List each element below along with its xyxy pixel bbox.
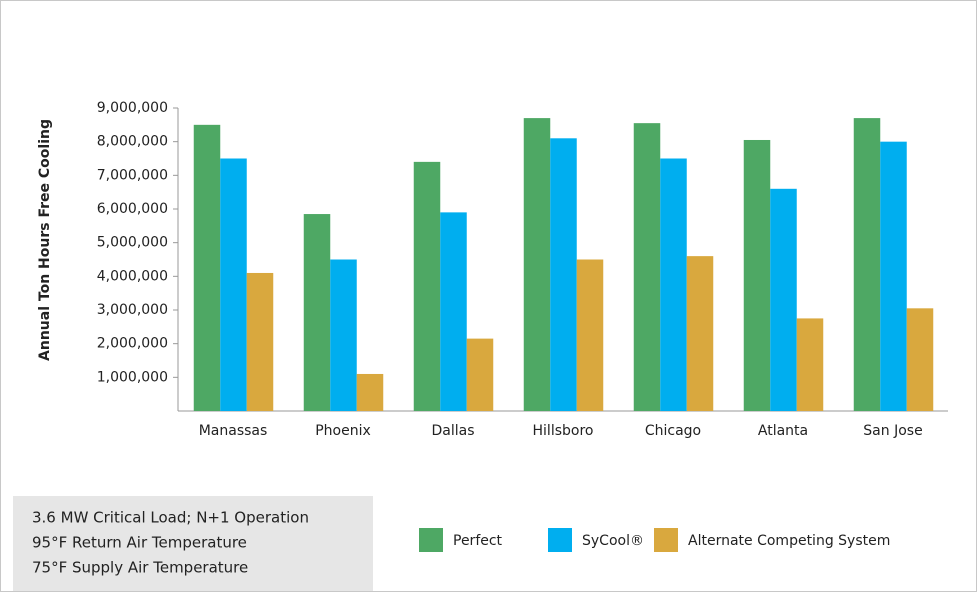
bar	[770, 188, 797, 411]
legend-label: SyCool®	[582, 533, 644, 549]
y-tick-label: 8,000,000	[97, 134, 168, 150]
bar	[880, 141, 907, 411]
x-tick-label: Phoenix	[315, 423, 371, 439]
bar	[440, 212, 467, 411]
y-tick-label: 1,000,000	[97, 369, 168, 385]
notes-box	[13, 496, 373, 591]
x-tick-label: San Jose	[863, 423, 922, 439]
bar	[220, 158, 247, 411]
y-axis-title: Annual Ton Hours Free Cooling	[37, 119, 53, 361]
x-tick-label: Atlanta	[758, 423, 808, 439]
bar	[356, 373, 384, 411]
legend-label: Alternate Competing System	[688, 533, 890, 549]
bar	[906, 308, 934, 411]
bar	[660, 158, 687, 411]
bar	[633, 123, 661, 412]
x-tick-label: Chicago	[645, 423, 701, 439]
bar	[550, 138, 577, 412]
legend-swatch	[654, 528, 678, 552]
y-tick-label: 2,000,000	[97, 336, 168, 352]
bar	[523, 118, 551, 411]
y-tick-label: 6,000,000	[97, 201, 168, 217]
y-tick-label: 5,000,000	[97, 235, 168, 251]
bar	[466, 338, 494, 411]
bar	[796, 318, 824, 411]
note: 75°F Supply Air Temperature	[32, 559, 248, 577]
legend-label: Perfect	[453, 533, 503, 549]
y-tick-label: 4,000,000	[97, 268, 168, 284]
note: 95°F Return Air Temperature	[32, 534, 247, 552]
bar	[743, 139, 771, 411]
y-tick-label: 3,000,000	[97, 302, 168, 318]
bar	[413, 161, 441, 411]
y-tick-label: 7,000,000	[97, 167, 168, 183]
x-tick-label: Hillsboro	[533, 423, 594, 439]
note: 3.6 MW Critical Load; N+1 Operation	[32, 509, 309, 527]
bar	[853, 118, 881, 411]
x-tick-label: Manassas	[199, 423, 268, 439]
bar	[576, 259, 604, 411]
bar	[246, 272, 274, 411]
y-tick-label: 9,000,000	[97, 100, 168, 116]
bar	[193, 124, 221, 411]
x-tick-label: Dallas	[431, 423, 474, 439]
bar	[686, 256, 714, 411]
legend-swatch	[419, 528, 443, 552]
legend-swatch	[548, 528, 572, 552]
bar	[303, 214, 331, 411]
bar	[330, 259, 357, 411]
